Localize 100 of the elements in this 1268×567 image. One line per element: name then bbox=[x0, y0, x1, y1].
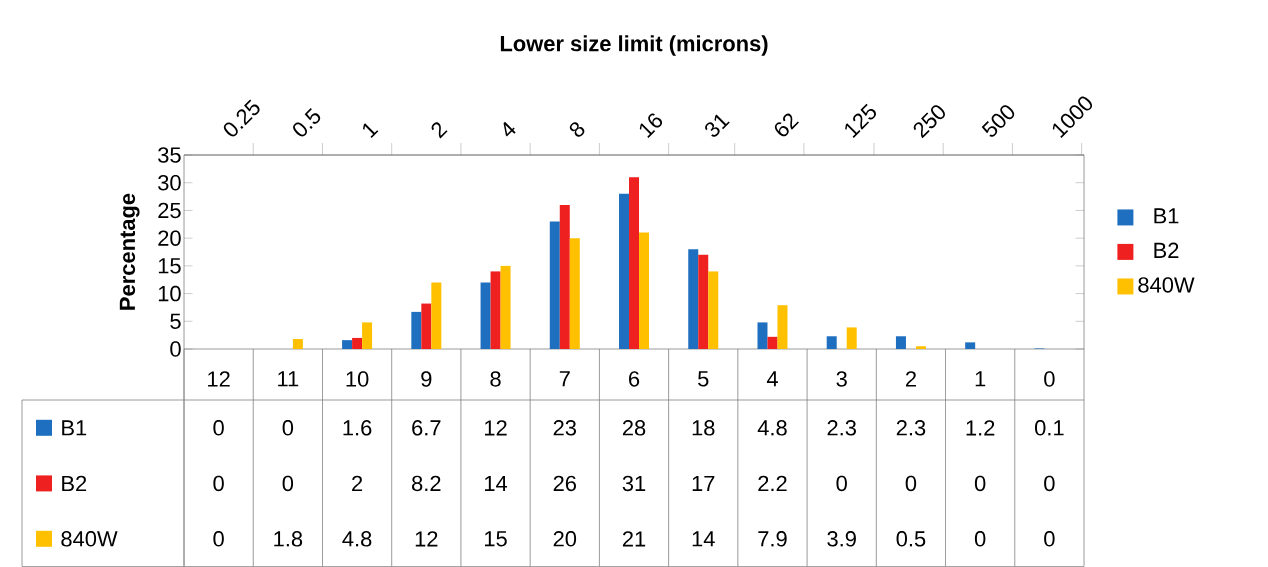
data-label: 2.2 bbox=[758, 475, 787, 492]
data-label: 1.8 bbox=[274, 531, 303, 547]
data-label: 23 bbox=[553, 420, 576, 436]
bar bbox=[342, 340, 353, 350]
x2-tick-label: 16 bbox=[639, 113, 663, 138]
x2-tick-label: 62 bbox=[774, 113, 800, 137]
bar bbox=[895, 336, 906, 350]
x-tick-label: 6 bbox=[629, 371, 640, 387]
bar bbox=[490, 271, 501, 350]
data-label: 31 bbox=[622, 475, 646, 492]
data-label: 14 bbox=[692, 531, 715, 547]
bar bbox=[559, 204, 570, 350]
data-label: 15 bbox=[485, 531, 507, 547]
y-tick-label: 30 bbox=[158, 174, 181, 191]
text: 840W bbox=[61, 531, 118, 547]
text: B2 bbox=[1154, 242, 1179, 258]
x-tick-label: 7 bbox=[559, 371, 570, 387]
data-label: 20 bbox=[553, 531, 577, 547]
x2-tick-label: 1 bbox=[363, 123, 379, 139]
bar bbox=[846, 327, 857, 350]
legend-label: B1 bbox=[1154, 208, 1179, 224]
data-label: 0 bbox=[1044, 531, 1055, 547]
y-tick-label: 10 bbox=[158, 285, 181, 302]
x2-tick-label: 8 bbox=[569, 122, 585, 137]
data-label: 21 bbox=[622, 531, 646, 547]
bar bbox=[549, 221, 560, 350]
bar bbox=[421, 303, 432, 350]
x2-tick-label: 4 bbox=[503, 121, 516, 137]
data-label: 26 bbox=[553, 475, 576, 492]
bar bbox=[639, 232, 650, 350]
x-tick-label: 3 bbox=[836, 371, 847, 387]
data-label: 6.7 bbox=[412, 420, 441, 436]
data-label: 14 bbox=[485, 475, 508, 491]
x-tick-label: 0 bbox=[1044, 371, 1055, 387]
data-label: 0 bbox=[974, 475, 986, 492]
x2-tick-label: 0.5 bbox=[293, 108, 321, 137]
bar bbox=[480, 282, 491, 350]
x-tick-label: 10 bbox=[346, 371, 369, 387]
data-label: 28 bbox=[622, 420, 646, 436]
y-tick-label: 0 bbox=[170, 341, 181, 357]
bar bbox=[431, 282, 442, 350]
data-label: 2 bbox=[352, 475, 363, 492]
x-tick-label: 11 bbox=[278, 371, 299, 387]
data-label: 0 bbox=[836, 475, 847, 492]
data-label: 0 bbox=[213, 420, 224, 436]
bar bbox=[965, 342, 976, 350]
x2-tick-label: 125 bbox=[845, 103, 876, 138]
bar bbox=[500, 265, 511, 350]
x2-tick-label: 500 bbox=[981, 105, 1015, 137]
x2-tick-label: 250 bbox=[913, 105, 945, 139]
x2-tick-label: 2 bbox=[431, 122, 448, 139]
data-label: 4.8 bbox=[342, 531, 372, 547]
x-tick-label: 8 bbox=[490, 371, 501, 387]
data-label: 0.1 bbox=[1035, 420, 1064, 436]
x-tick-label: 1 bbox=[975, 371, 986, 387]
data-label: 17 bbox=[692, 475, 715, 491]
bar bbox=[767, 336, 778, 350]
x-tick-label: 12 bbox=[208, 371, 230, 387]
data-label: 1.6 bbox=[343, 420, 372, 436]
x2-axis-title: Lower size limit (microns) bbox=[500, 35, 768, 56]
data-label: 12 bbox=[415, 531, 438, 547]
bar bbox=[629, 177, 640, 350]
data-label: 3.9 bbox=[827, 531, 856, 547]
bar bbox=[292, 339, 303, 350]
y-tick-label: 35 bbox=[158, 147, 181, 163]
bar bbox=[777, 305, 788, 350]
bar bbox=[757, 322, 768, 350]
data-label: 2.3 bbox=[827, 420, 856, 436]
bar bbox=[411, 311, 422, 350]
bar bbox=[688, 249, 699, 350]
x-tick-label: 2 bbox=[905, 371, 916, 387]
bar bbox=[619, 193, 630, 350]
bar bbox=[826, 336, 837, 350]
y-tick-label: 25 bbox=[158, 202, 181, 219]
data-label: 0.5 bbox=[896, 531, 926, 547]
bar bbox=[352, 337, 363, 350]
x-tick-label: 9 bbox=[421, 371, 432, 387]
y-tick-label: 15 bbox=[158, 258, 181, 274]
legend-label: 840W bbox=[1138, 277, 1195, 293]
y-tick-label: 5 bbox=[170, 313, 181, 329]
bar bbox=[915, 346, 926, 350]
data-label: 0 bbox=[213, 475, 224, 492]
data-label: 18 bbox=[692, 420, 715, 436]
data-label: 0 bbox=[1044, 475, 1055, 492]
x2-tick-label: 31 bbox=[705, 114, 730, 137]
data-label: 1.2 bbox=[966, 420, 995, 436]
data-label: 4.8 bbox=[757, 420, 787, 436]
text: B1 bbox=[62, 420, 87, 436]
bar bbox=[362, 322, 373, 350]
y-axis-title: Percentage bbox=[119, 193, 140, 310]
bar bbox=[698, 254, 709, 350]
data-label: 7.9 bbox=[758, 531, 787, 547]
data-label: 0 bbox=[282, 475, 294, 492]
data-label: 2.3 bbox=[896, 420, 926, 436]
x-tick-label: 5 bbox=[698, 371, 709, 387]
data-label: 0 bbox=[974, 531, 986, 547]
bar bbox=[708, 271, 719, 350]
legend-label: B2 bbox=[62, 475, 87, 492]
data-label: 0 bbox=[282, 420, 294, 436]
data-label: 12 bbox=[485, 420, 507, 436]
